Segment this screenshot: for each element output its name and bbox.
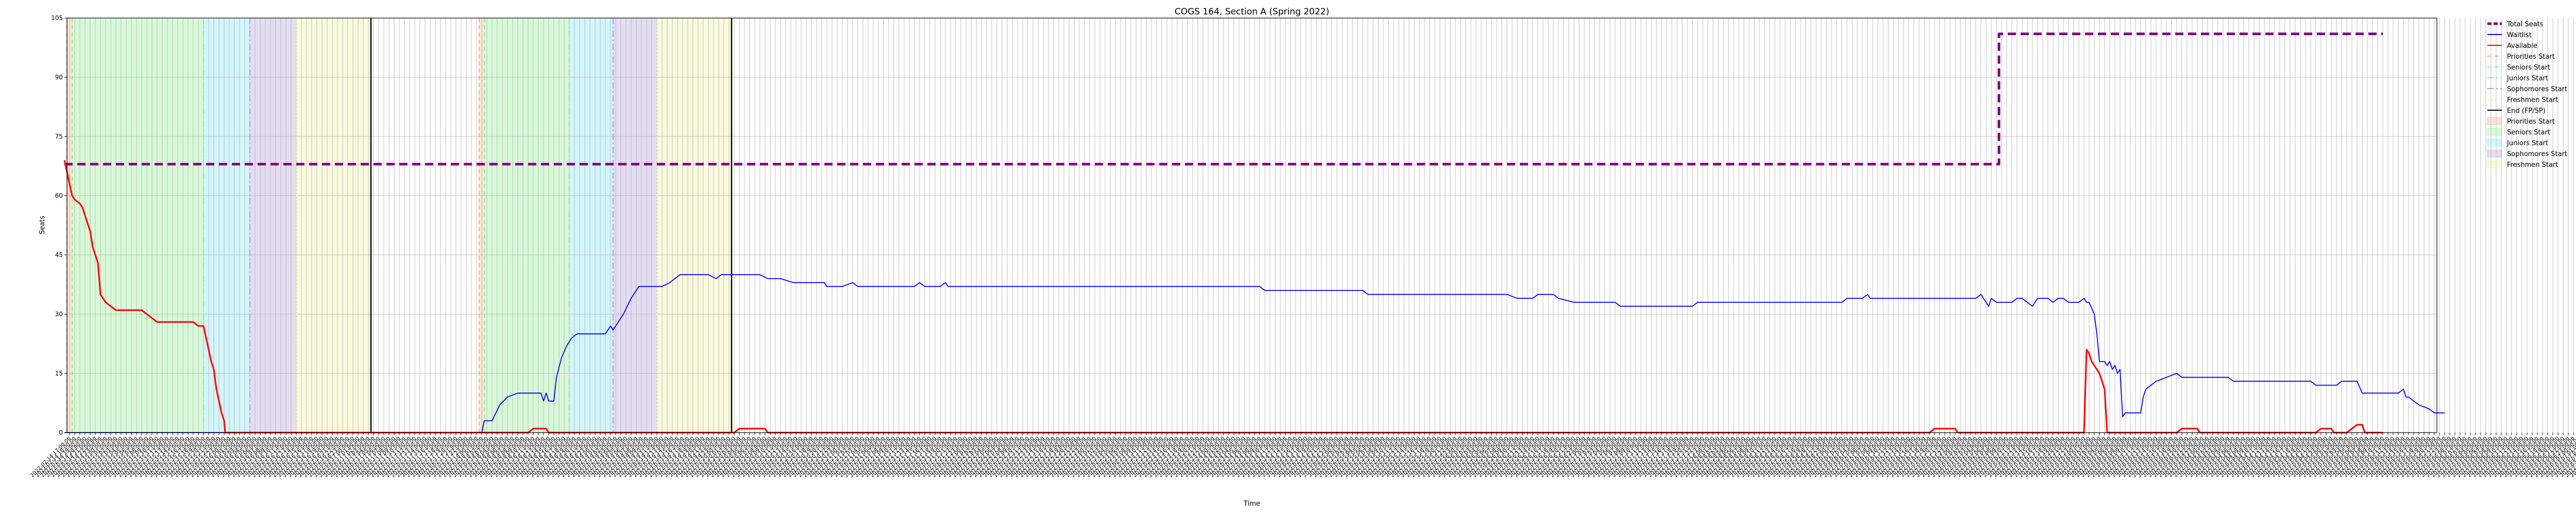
legend-swatch-patch [2487,128,2502,136]
legend-swatch-patch [2487,117,2502,125]
legend-label: Total Seats [2506,21,2544,28]
legend-entry: Juniors Start [2487,75,2548,82]
phase-band-freshmen-9 [657,18,732,433]
series-line-waitlist [64,274,2445,433]
y-tick-label: 30 [55,311,63,318]
legend-label: Freshmen Start [2507,161,2558,169]
y-tick-label: 60 [55,192,63,199]
y-tick-label: 90 [55,74,63,81]
y-tick-label: 15 [55,370,63,377]
legend-entry: Waitlist [2487,31,2532,39]
legend-swatch-patch [2487,149,2502,158]
series-line-total [64,32,2383,166]
legend-entry: Seniors Start [2487,128,2550,136]
x-axis-label: Time [1243,500,1260,508]
y-tick-label: 45 [55,251,63,259]
y-axis-label: Seats [39,216,46,234]
chart-title: COGS 164, Section A (Spring 2022) [1175,7,1329,17]
grid-lines [67,18,2574,433]
legend-entry: Available [2487,42,2537,50]
legend-swatch-patch [2487,139,2502,147]
legend-entry: Priorities Start [2487,53,2555,61]
legend: Total Seats Waitlist Available Priorities S… [2487,21,2567,169]
phase-band-juniors-2 [204,18,250,433]
y-axis-ticks: 0 15 30 45 60 75 90 105 [51,14,67,436]
plot-frame [66,18,2437,433]
y-tick-label: 105 [51,14,63,22]
legend-label: Juniors Start [2506,75,2548,82]
legend-entry: End (FP/SP) [2487,107,2546,115]
phase-band-juniors-7 [569,18,613,433]
legend-entry: Priorities Start [2487,117,2555,126]
legend-entry: Juniors Start [2487,139,2548,147]
phase-band-sophomores-8 [613,18,657,433]
y-tick-label: 75 [55,133,63,140]
phase-band-seniors-1 [72,18,204,433]
legend-label: Priorities Start [2507,118,2555,126]
legend-label: Available [2507,42,2537,50]
legend-entry: Total Seats [2487,21,2544,28]
legend-label: Waitlist [2507,31,2532,39]
phase-bands [67,18,732,433]
y-tick-label: 0 [59,429,63,436]
phase-band-freshmen-4 [296,18,371,433]
legend-swatch-patch [2487,160,2502,168]
legend-label: Sophomores Start [2507,150,2567,158]
legend-entry: Sophomores Start [2487,149,2567,158]
legend-label: End (FP/SP) [2507,107,2546,115]
legend-label: Seniors Start [2507,64,2550,72]
legend-label: Juniors Start [2506,140,2548,147]
legend-label: Freshmen Start [2507,96,2558,104]
legend-entry: Seniors Start [2487,64,2550,72]
legend-label: Seniors Start [2507,129,2550,136]
legend-entry: Freshmen Start [2487,160,2558,169]
legend-entry: Freshmen Start [2487,96,2558,104]
legend-label: Sophomores Start [2507,85,2567,93]
legend-label: Priorities Start [2507,53,2555,61]
phase-band-seniors-6 [484,18,569,433]
phase-band-sophomores-3 [250,18,296,433]
legend-entry: Sophomores Start [2487,85,2567,93]
phase-lines [66,18,733,433]
